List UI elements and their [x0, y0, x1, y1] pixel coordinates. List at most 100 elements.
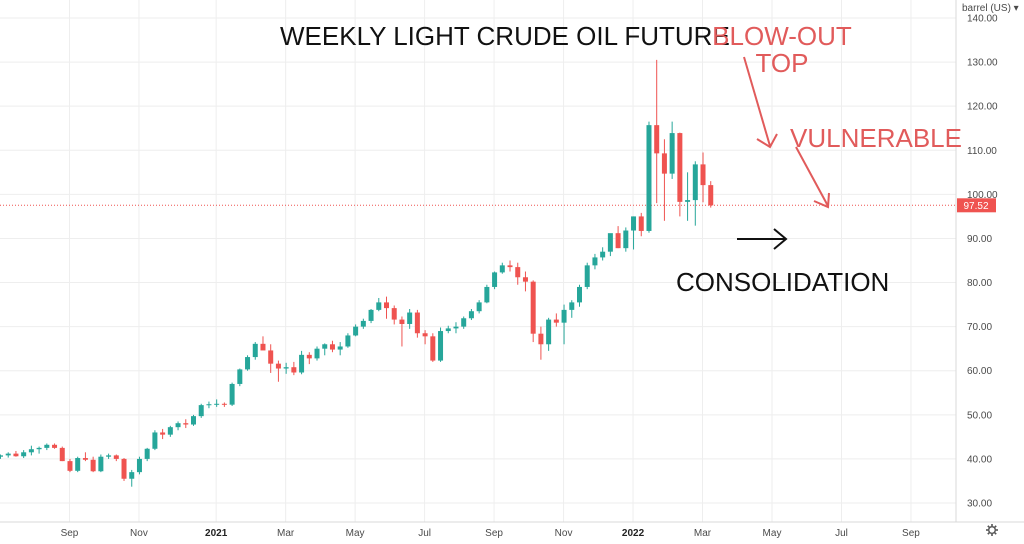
candle	[407, 309, 413, 329]
candle-body	[422, 333, 428, 337]
candle	[499, 262, 505, 274]
candle	[577, 284, 582, 307]
candle	[623, 227, 629, 252]
candle-body	[592, 257, 598, 266]
candle-body	[631, 216, 637, 231]
candle	[113, 454, 119, 462]
y-tick-label: 80.00	[967, 278, 992, 289]
candle-body	[160, 432, 166, 435]
candle-body	[600, 251, 606, 258]
candle	[229, 382, 235, 406]
candle	[646, 121, 652, 233]
candle	[67, 458, 73, 473]
y-tick-label: 110.00	[967, 146, 997, 157]
candle	[692, 161, 698, 226]
candle-body	[522, 277, 528, 282]
candle-body	[314, 348, 320, 359]
candle-body	[329, 344, 335, 350]
grid	[0, 0, 956, 522]
candle-body	[407, 312, 413, 324]
vulnerable-label: VULNERABLE	[790, 123, 962, 153]
candle	[484, 284, 490, 304]
candle-body	[291, 367, 297, 373]
candle	[144, 447, 150, 462]
candle	[399, 316, 405, 347]
candle-body	[59, 447, 65, 462]
candle-body	[623, 230, 629, 249]
x-tick-label: Sep	[61, 528, 79, 539]
candle	[360, 318, 366, 329]
candle	[337, 342, 343, 356]
candle	[631, 216, 637, 250]
x-tick-label: 2022	[622, 528, 645, 539]
candle	[553, 313, 559, 327]
y-axis-panel	[956, 0, 1024, 539]
candle	[314, 346, 320, 361]
consolidation-arrow	[737, 228, 788, 250]
candle	[654, 59, 660, 204]
candle-body	[438, 331, 444, 361]
candle-body	[175, 423, 181, 428]
candle	[82, 452, 88, 462]
gear-icon[interactable]	[986, 524, 998, 536]
candle	[90, 456, 96, 473]
candle-body	[353, 326, 359, 336]
candle	[152, 430, 158, 451]
y-tick-label: 140.00	[967, 14, 998, 25]
candle-body	[360, 320, 366, 327]
candle-body	[136, 458, 142, 473]
candle-body	[98, 456, 104, 472]
y-tick-label: 130.00	[967, 58, 998, 69]
candle-body	[52, 444, 58, 448]
candle	[28, 445, 34, 456]
candle	[21, 450, 27, 459]
candle	[376, 297, 382, 312]
candle	[291, 361, 297, 376]
candle-body	[468, 311, 474, 319]
candle-body	[484, 286, 490, 303]
candle-body	[445, 328, 451, 332]
y-axis: 30.00 40.00 50.00 60.00 70.00 80.00 90.00 100.0…	[967, 14, 998, 510]
candle-body	[515, 267, 521, 278]
y-tick-label: 120.00	[967, 102, 998, 113]
candle-body	[121, 458, 127, 479]
candle	[75, 456, 81, 473]
candle-body	[129, 472, 135, 479]
candle	[329, 340, 335, 353]
candle	[106, 453, 112, 459]
candle-body	[268, 350, 274, 364]
unit-selector[interactable]: barrel (US) ▾	[962, 3, 1019, 14]
candle-body	[368, 309, 374, 321]
candle-body	[198, 405, 204, 417]
candle-body	[430, 336, 436, 361]
candle-body	[306, 354, 312, 359]
y-tick-label: 70.00	[967, 322, 992, 333]
candle-body	[553, 319, 559, 323]
candle-body	[607, 233, 613, 252]
candle-body	[499, 265, 505, 273]
candle-body	[106, 455, 112, 457]
x-tick-label: Jul	[835, 528, 848, 539]
candle	[368, 309, 374, 324]
candle	[175, 421, 181, 431]
candle-body	[669, 133, 675, 174]
candle-body	[692, 164, 698, 201]
candle	[245, 355, 251, 371]
candle	[422, 330, 428, 345]
candle-body	[646, 125, 652, 231]
candle-body	[75, 458, 81, 471]
x-tick-label: Nov	[555, 528, 573, 539]
candle	[430, 333, 436, 362]
candle-body	[638, 216, 644, 231]
candle-body	[391, 308, 397, 320]
y-tick-label: 100.00	[967, 190, 998, 201]
last-price-label: 97.52	[963, 201, 988, 212]
candle-body	[167, 427, 173, 435]
candle	[685, 172, 691, 221]
candle	[468, 309, 474, 321]
candle	[322, 343, 328, 356]
candle	[669, 121, 675, 179]
candle	[160, 428, 166, 440]
candle	[584, 262, 590, 290]
